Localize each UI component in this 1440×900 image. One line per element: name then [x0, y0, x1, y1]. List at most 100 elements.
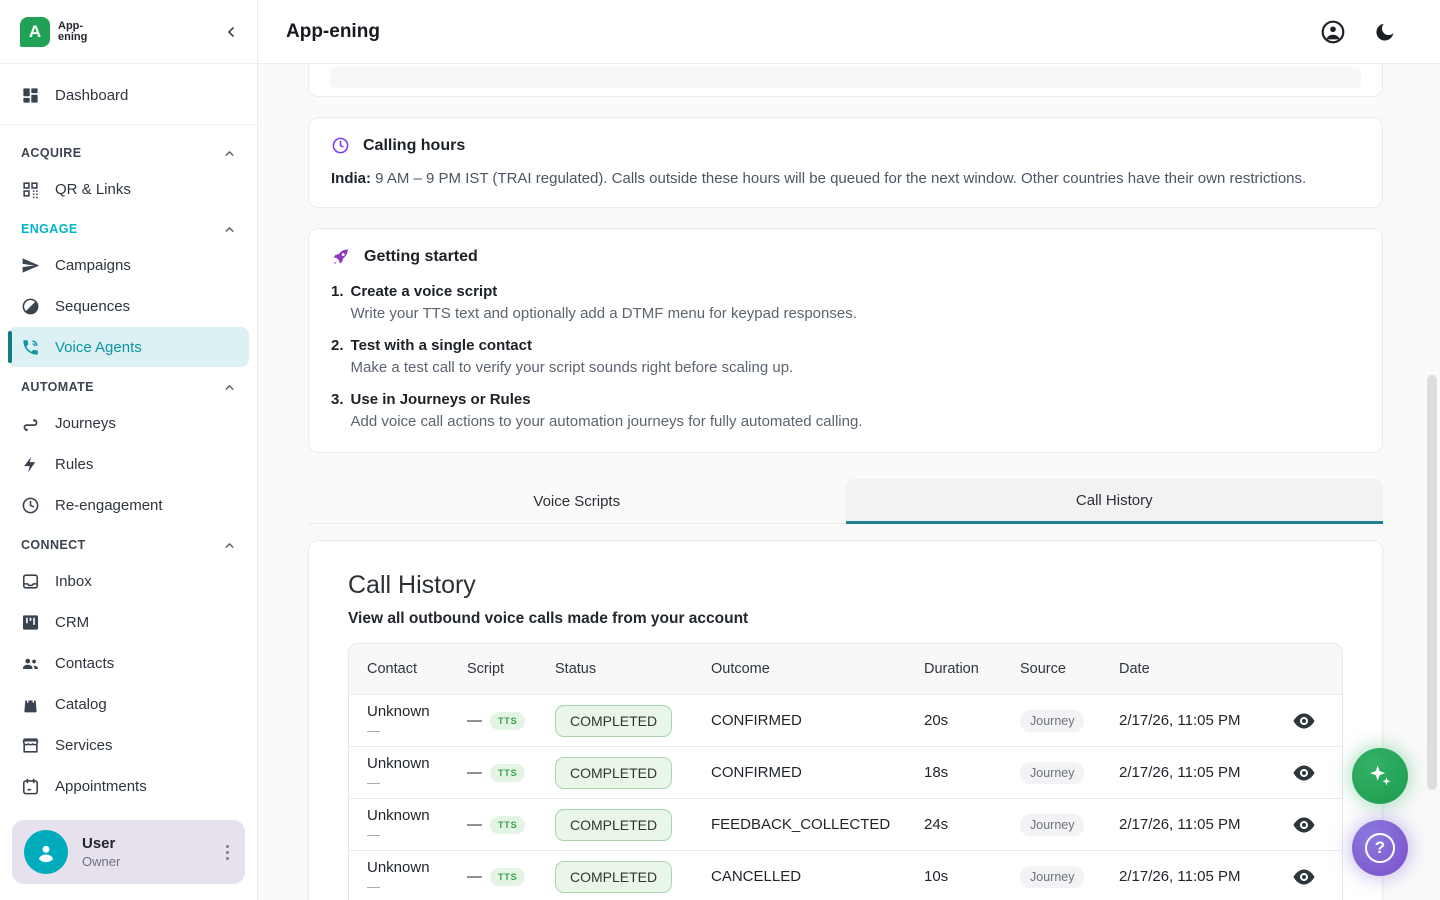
sidebar-item-voice-agents[interactable]: Voice Agents	[8, 327, 249, 367]
sidebar-collapse-button[interactable]	[223, 24, 239, 40]
tab-call-history[interactable]: Call History	[845, 479, 1383, 524]
tts-badge: TTS	[490, 763, 526, 782]
sidebar-item-label: Re-engagement	[55, 496, 163, 514]
ai-assistant-button[interactable]	[1352, 748, 1408, 804]
contact-sub: —	[367, 775, 380, 790]
view-call-eye-icon[interactable]	[1292, 813, 1316, 837]
account-icon[interactable]	[1320, 19, 1346, 45]
sidebar-item-label: Sequences	[55, 297, 131, 315]
calling-hours-card: Calling hours India: 9 AM – 9 PM IST (TR…	[308, 117, 1383, 208]
sidebar-item-label: Journeys	[55, 414, 116, 432]
tab-voice-scripts[interactable]: Voice Scripts	[308, 479, 846, 524]
sidebar-item-journeys[interactable]: Journeys	[8, 403, 249, 443]
sidebar-item-crm[interactable]: CRM	[8, 602, 249, 642]
top-header: App-ening	[258, 0, 1440, 64]
status-badge: COMPLETED	[555, 808, 673, 841]
tts-badge: TTS	[490, 711, 526, 730]
section-label: CONNECT	[21, 538, 86, 552]
col-header-contact: Contact	[367, 661, 417, 677]
date-value: 2/17/26, 11:05 PM	[1119, 712, 1241, 729]
user-name: User	[82, 835, 116, 852]
sidebar-item-contacts[interactable]: Contacts	[8, 643, 249, 683]
sidebar-header: A App- ening	[0, 0, 257, 64]
divider	[0, 124, 257, 125]
calling-hours-title: Calling hours	[363, 136, 466, 154]
section-label: ENGAGE	[21, 222, 78, 236]
table-row: Unknown — — TTS COMPLETED FEEDBACK_COLLECT…	[349, 798, 1342, 850]
brand-logo[interactable]: A App- ening	[20, 16, 88, 47]
user-menu-kebab-icon[interactable]	[220, 839, 235, 866]
calling-hours-text: India: 9 AM – 9 PM IST (TRAI regulated).…	[331, 170, 1307, 187]
sidebar-section-connect[interactable]: CONNECT	[8, 526, 249, 560]
sidebar-item-reengagement[interactable]: Re-engagement	[8, 485, 249, 525]
view-call-eye-icon[interactable]	[1292, 761, 1316, 785]
dark-mode-moon-icon[interactable]	[1374, 21, 1396, 43]
sidebar-item-catalog[interactable]: Catalog	[8, 684, 249, 724]
contact-name: Unknown	[367, 807, 430, 824]
section-label: AUTOMATE	[21, 380, 94, 394]
date-value: 2/17/26, 11:05 PM	[1119, 764, 1241, 781]
sidebar-item-rules[interactable]: Rules	[8, 444, 249, 484]
section-label: ACQUIRE	[21, 146, 82, 160]
getting-started-steps: 1. Create a voice script Write your TTS …	[331, 283, 1360, 430]
duration-value: 20s	[924, 712, 949, 729]
panel-subtitle: View all outbound voice calls made from …	[348, 610, 749, 627]
sidebar-item-campaigns[interactable]: Campaigns	[8, 245, 249, 285]
sidebar-item-sequences[interactable]: Sequences	[8, 286, 249, 326]
brand-logo-icon: A	[20, 16, 50, 47]
brand-logo-text: App- ening	[58, 19, 88, 43]
calendar-icon	[21, 777, 40, 796]
getting-started-card: Getting started 1. Create a voice script…	[308, 228, 1383, 453]
sidebar-section-automate[interactable]: AUTOMATE	[8, 368, 249, 402]
date-value: 2/17/26, 11:05 PM	[1119, 868, 1241, 885]
sidebar-item-inbox[interactable]: Inbox	[8, 561, 249, 601]
view-call-eye-icon[interactable]	[1292, 709, 1316, 733]
duration-value: 24s	[924, 816, 949, 833]
qr-code-icon	[21, 180, 40, 199]
contact-name: Unknown	[367, 703, 430, 720]
status-badge: COMPLETED	[555, 756, 673, 789]
user-card[interactable]: User Owner	[12, 820, 245, 884]
sidebar-item-services[interactable]: Services	[8, 725, 249, 765]
help-button[interactable]: ?	[1352, 820, 1408, 876]
clock-icon	[331, 136, 350, 155]
table-row: Unknown — — TTS COMPLETED CONFIRMED 18s Jo…	[349, 746, 1342, 798]
tab-bar: Voice Scripts Call History	[308, 479, 1383, 524]
contact-sub: —	[367, 827, 380, 842]
contact-sub: —	[367, 879, 380, 894]
send-icon	[21, 256, 40, 275]
sidebar-item-appointments[interactable]: Appointments	[8, 766, 249, 806]
duration-value: 10s	[924, 868, 949, 885]
outcome-value: CONFIRMED	[711, 712, 802, 729]
date-value: 2/17/26, 11:05 PM	[1119, 816, 1241, 833]
source-badge: Journey	[1020, 865, 1085, 888]
previous-card-partial	[308, 64, 1383, 97]
user-role: Owner	[82, 854, 121, 869]
lightning-bolt-icon	[21, 455, 40, 474]
view-call-eye-icon[interactable]	[1292, 865, 1316, 889]
sidebar-item-dashboard[interactable]: Dashboard	[8, 75, 249, 115]
contact-name: Unknown	[367, 859, 430, 876]
sidebar-item-qr-links[interactable]: QR & Links	[8, 169, 249, 209]
content-scroll-area: Calling hours India: 9 AM – 9 PM IST (TR…	[258, 64, 1440, 900]
sidebar: A App- ening Dashboard ACQUIRE	[0, 0, 258, 900]
source-badge: Journey	[1020, 709, 1085, 732]
main-area: App-ening Calling hours	[258, 0, 1440, 900]
col-header-source: Source	[1020, 661, 1066, 677]
chevron-up-icon	[223, 539, 236, 552]
step-title: Create a voice script	[350, 283, 498, 300]
sidebar-item-label: Catalog	[55, 695, 107, 713]
step-title: Use in Journeys or Rules	[350, 391, 531, 408]
scrollbar-thumb[interactable]	[1427, 375, 1437, 790]
question-mark-icon: ?	[1365, 833, 1395, 863]
contact-name: Unknown	[367, 755, 430, 772]
sidebar-section-acquire[interactable]: ACQUIRE	[8, 134, 249, 168]
chevron-left-icon	[228, 26, 234, 37]
sidebar-section-engage[interactable]: ENGAGE	[8, 210, 249, 244]
user-avatar	[24, 830, 68, 874]
inbox-icon	[21, 572, 40, 591]
phone-call-icon	[21, 338, 40, 357]
call-history-panel: Call History View all outbound voice cal…	[308, 540, 1383, 900]
chevron-up-icon	[223, 223, 236, 236]
